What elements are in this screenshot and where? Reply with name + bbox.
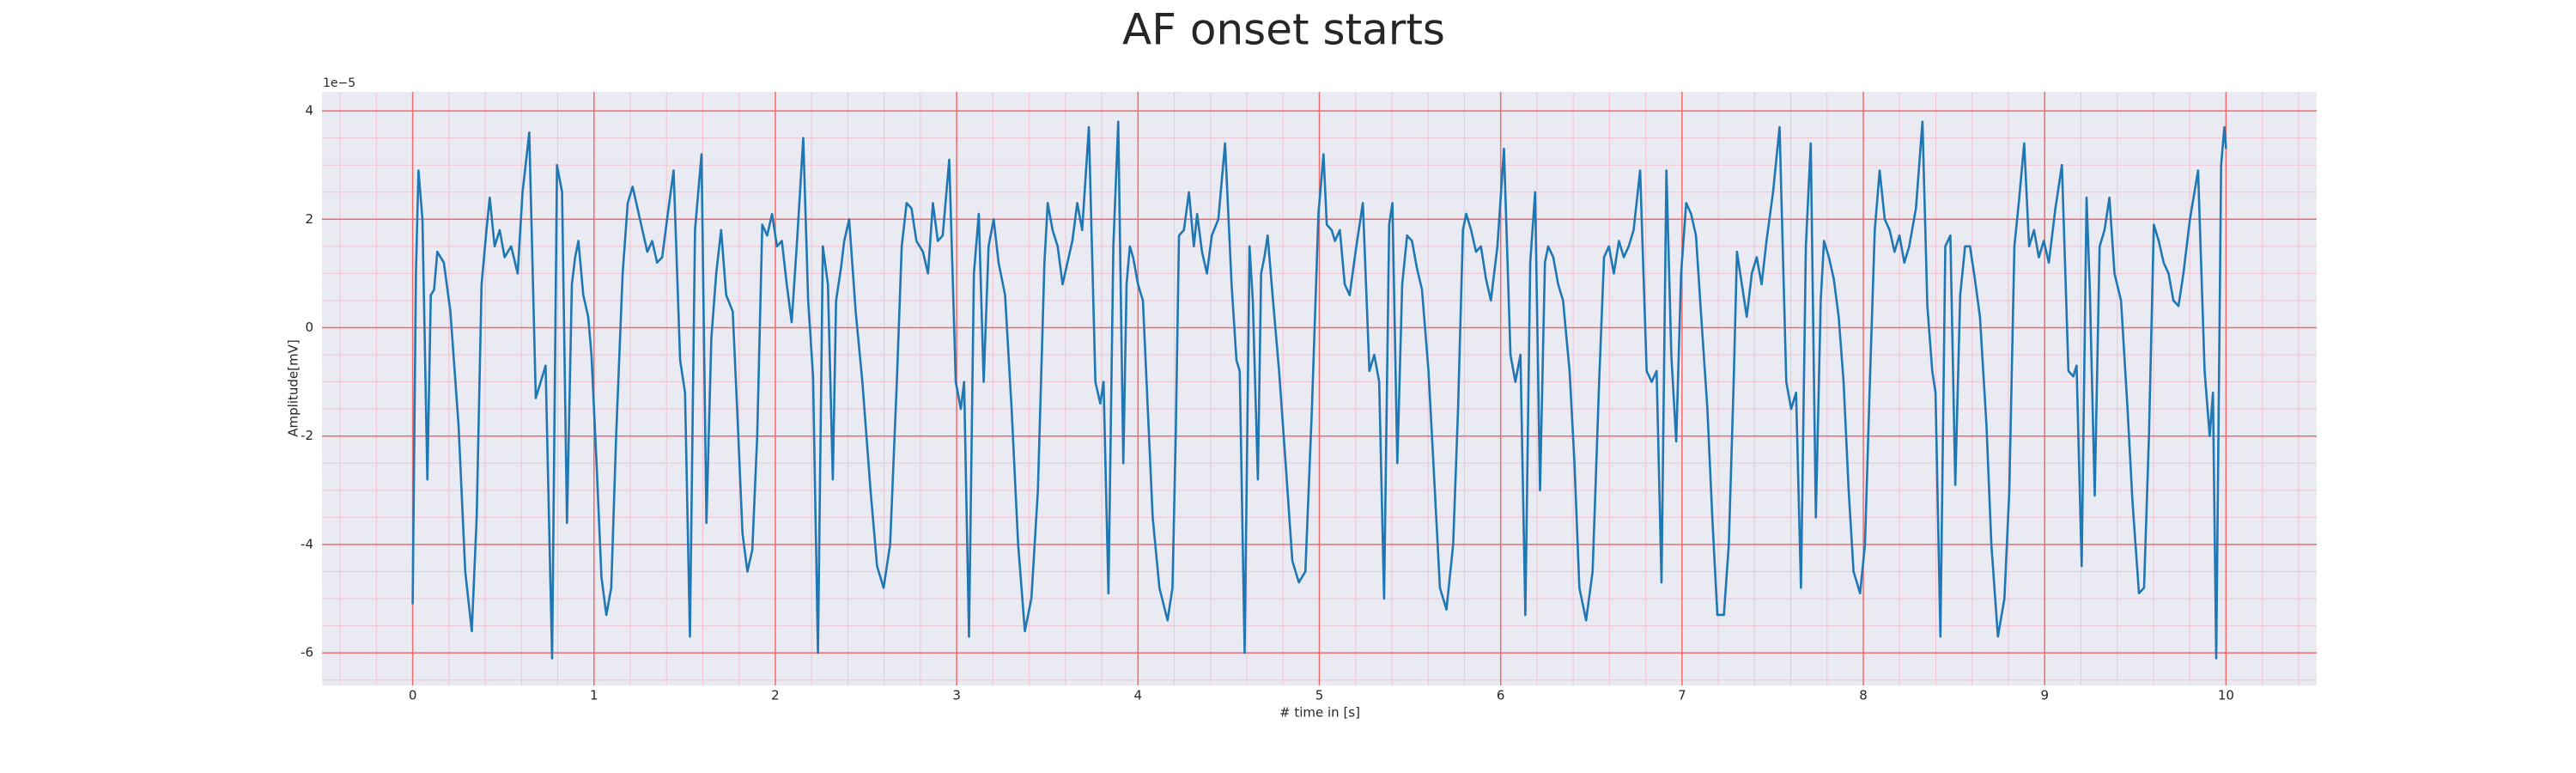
x-axis-label: # time in [s] bbox=[1279, 705, 1360, 721]
signal-line bbox=[411, 120, 2227, 660]
y-tick-label: 4 bbox=[305, 103, 313, 119]
y-tick-label: 0 bbox=[305, 320, 313, 335]
x-tick-label: 0 bbox=[409, 688, 417, 703]
y-offset-label: 1e−5 bbox=[323, 76, 355, 90]
x-tick-label: 4 bbox=[1134, 688, 1143, 703]
x-tick-label: 5 bbox=[1315, 688, 1324, 703]
x-tick-label: 10 bbox=[2218, 688, 2234, 703]
x-tick-label: 9 bbox=[2040, 688, 2049, 703]
y-tick-label: -4 bbox=[301, 536, 313, 551]
x-tick-label: 3 bbox=[952, 688, 961, 703]
data-layer bbox=[411, 120, 2227, 660]
x-tick-label: 2 bbox=[771, 688, 780, 703]
x-tick-label: 7 bbox=[1678, 688, 1686, 703]
labels: 0 1 2 3 4 5 6 7 8 9 10 -6 -4 -2 0 2 4 bbox=[301, 103, 2234, 703]
y-tick-label: -2 bbox=[301, 428, 313, 443]
chart-title: AF onset starts bbox=[1122, 5, 1445, 55]
y-tick-label: 2 bbox=[305, 211, 313, 227]
y-tick-label: -6 bbox=[301, 645, 313, 660]
y-axis-label: Amplitude[mV] bbox=[286, 339, 301, 436]
x-tick-label: 1 bbox=[590, 688, 598, 703]
x-tick-label: 6 bbox=[1497, 688, 1505, 703]
x-tick-label: 8 bbox=[1859, 688, 1868, 703]
